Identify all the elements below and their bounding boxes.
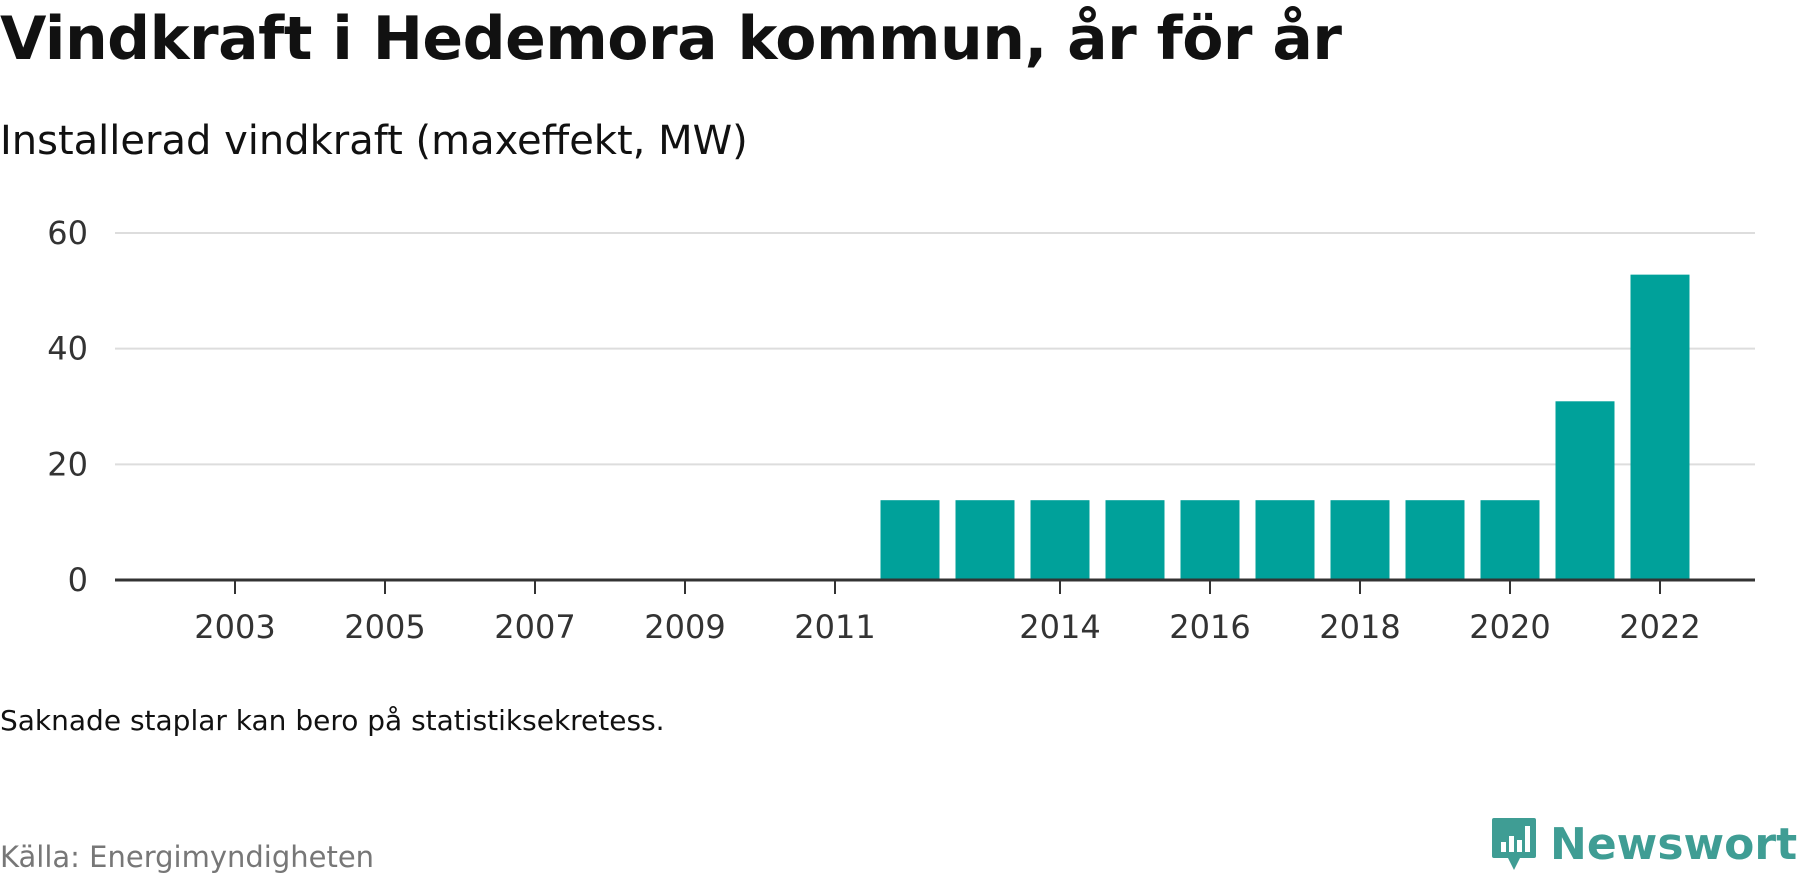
x-tick-label: 2014 bbox=[1019, 608, 1100, 646]
axes: 0 20 40 60 2003 2005 2007 2009 2011 2014 2016 2018 2… bbox=[47, 214, 1755, 646]
x-tick-label: 2007 bbox=[494, 608, 575, 646]
bar-2014 bbox=[1030, 500, 1090, 580]
footnote: Saknade staplar kan bero på statistiksek… bbox=[0, 704, 665, 737]
x-tick-label: 2003 bbox=[194, 608, 275, 646]
chart-title: Vindkraft i Hedemora kommun, år för år bbox=[0, 4, 1342, 74]
bar-2012 bbox=[880, 500, 940, 580]
bar-2021 bbox=[1555, 401, 1615, 580]
bar-2015 bbox=[1105, 500, 1165, 580]
x-tick-label: 2011 bbox=[794, 608, 875, 646]
bar-2016 bbox=[1180, 500, 1240, 580]
bar-2020 bbox=[1480, 500, 1540, 580]
y-tick-label: 40 bbox=[47, 330, 88, 368]
x-tick-label: 2020 bbox=[1469, 608, 1550, 646]
x-tick-label: 2022 bbox=[1619, 608, 1700, 646]
x-tick-label: 2018 bbox=[1319, 608, 1400, 646]
x-tick-label: 2009 bbox=[644, 608, 725, 646]
gridlines bbox=[115, 232, 1755, 466]
y-tick-label: 0 bbox=[68, 561, 88, 599]
x-tick-label: 2016 bbox=[1169, 608, 1250, 646]
brand-name: Newsworthy bbox=[1550, 818, 1800, 870]
y-tick-label: 60 bbox=[47, 214, 88, 252]
bar-2017 bbox=[1255, 500, 1315, 580]
bar-2022 bbox=[1630, 274, 1690, 580]
source-credit: Källa: Energimyndigheten bbox=[0, 840, 375, 874]
bar-2019 bbox=[1405, 500, 1465, 580]
bar-2018 bbox=[1330, 500, 1390, 580]
bar-2013 bbox=[955, 500, 1015, 580]
chart-subtitle: Installerad vindkraft (maxeffekt, MW) bbox=[0, 118, 748, 164]
brand-logo[interactable]: Newsworthy bbox=[1490, 816, 1800, 872]
bars bbox=[880, 274, 1690, 580]
newsworthy-logo-icon bbox=[1492, 818, 1536, 870]
y-tick-label: 20 bbox=[47, 445, 88, 483]
x-tick-label: 2005 bbox=[344, 608, 425, 646]
bar-chart: 0 20 40 60 2003 2005 2007 2009 2011 2014 2016 2018 2… bbox=[47, 214, 1755, 646]
